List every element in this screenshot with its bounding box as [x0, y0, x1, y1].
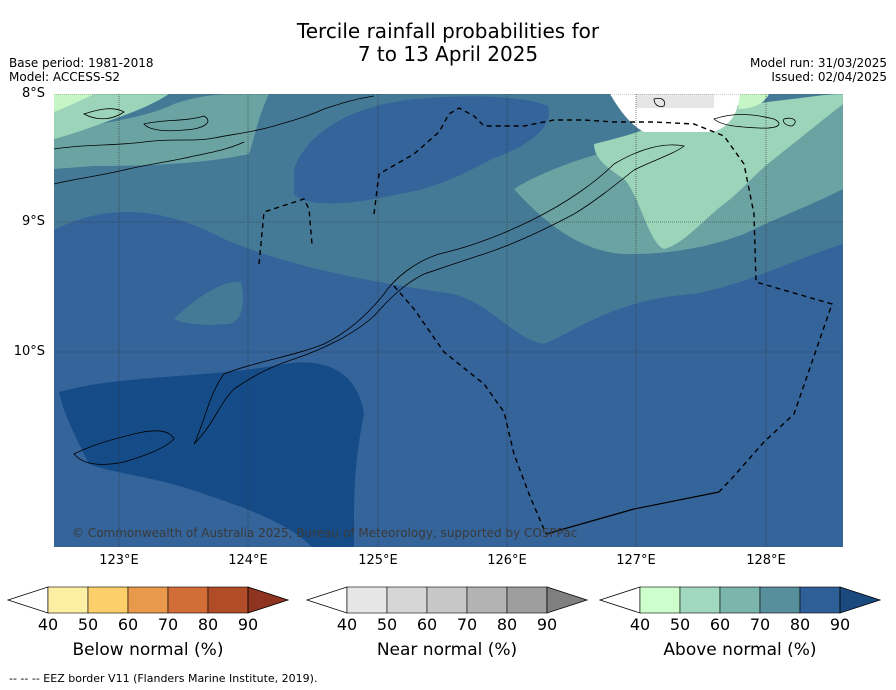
meta-left: Base period: 1981-2018 Model: ACCESS-S2	[9, 56, 154, 84]
map-panel: © Commonwealth of Australia 2025, Bureau…	[54, 94, 843, 547]
probability-map: © Commonwealth of Australia 2025, Bureau…	[54, 94, 843, 547]
colorbar-tick-label: 50	[77, 615, 99, 634]
colorbar-segment	[719, 586, 761, 614]
title-line-2: 7 to 13 April 2025	[357, 42, 539, 66]
colorbar-extend-low	[598, 586, 641, 614]
colorbar-extend-high	[839, 586, 882, 614]
colorbar-tick-label: 80	[197, 615, 219, 634]
lat-label-10s: 10°S	[13, 344, 45, 359]
island-west-4	[143, 115, 209, 132]
colorbar-tick-label: 90	[829, 615, 851, 634]
lat-label-8s: 8°S	[21, 86, 45, 101]
colorbar-below-normal	[6, 586, 290, 614]
colorbar-tick-label: 60	[117, 615, 139, 634]
colorbar-tick-label: 90	[237, 615, 259, 634]
island-northeast-3	[783, 117, 796, 127]
colorbar-segment	[127, 586, 169, 614]
colorbar-tick-label: 80	[496, 615, 518, 634]
colorbar-tick-label: 50	[669, 615, 691, 634]
colorbar-segment	[167, 586, 209, 614]
colorbar-tick-label: 40	[37, 615, 59, 634]
colorbar-tick-label: 90	[536, 615, 558, 634]
lon-label-126e: 126°E	[487, 553, 527, 568]
chart-title: Tercile rainfall probabilities for 7 to …	[0, 20, 896, 66]
colorbar-segment	[679, 586, 721, 614]
band-60-70	[54, 94, 269, 169]
colorbar-tick-label: 80	[789, 615, 811, 634]
colorbar-extend-high	[546, 586, 589, 614]
colorbar-tick-label: 70	[157, 615, 179, 634]
colorbar-extend-low	[305, 586, 348, 614]
colorbar-segment	[346, 586, 388, 614]
timor-coastline	[193, 144, 685, 445]
colorbar-segment	[47, 586, 89, 614]
island-southwest	[73, 430, 175, 465]
colorbar-above-normal	[598, 586, 882, 614]
colorbar-title-above: Above normal (%)	[663, 640, 817, 660]
colorbar-tick-label: 70	[456, 615, 478, 634]
colorbar-tick-label: 60	[709, 615, 731, 634]
model-text: Model: ACCESS-S2	[9, 70, 121, 84]
colorbar-segment	[386, 586, 428, 614]
gridlines	[54, 94, 843, 547]
title-line-1: Tercile rainfall probabilities for	[296, 19, 600, 43]
lon-label-124e: 124°E	[228, 553, 268, 568]
island-northeast-2	[653, 98, 665, 107]
colorbars	[6, 586, 882, 614]
lon-label-127e: 127°E	[616, 553, 656, 568]
colorbar-tick-label: 50	[376, 615, 398, 634]
island-west-3	[82, 108, 125, 120]
colorbar-segment	[466, 586, 508, 614]
colorbar-extend-low	[6, 586, 49, 614]
colorbar-segment	[207, 586, 249, 614]
colorbar-extend-high	[247, 586, 290, 614]
band-80-90-north	[294, 96, 550, 204]
issued-text: Issued: 02/04/2025	[771, 70, 887, 84]
colorbar-near-normal	[305, 586, 589, 614]
lon-label-125e: 125°E	[358, 553, 398, 568]
colorbar-tick-label: 60	[416, 615, 438, 634]
colorbar-title-below: Below normal (%)	[72, 640, 224, 660]
colorbar-segment	[87, 586, 129, 614]
model-run-text: Model run: 31/03/2025	[749, 56, 887, 70]
band-40-50-nw	[54, 94, 94, 112]
near-normal-patch-grey	[636, 94, 714, 108]
band-40-50-ne	[734, 94, 769, 109]
coastlines	[54, 95, 796, 465]
eez-footnote: -- -- -- EEZ border V11 (Flanders Marine…	[9, 672, 318, 685]
colorbar-segment	[426, 586, 468, 614]
colorbar-segment	[639, 586, 681, 614]
lon-label-123e: 123°E	[99, 553, 139, 568]
colorbar-tick-label: 40	[629, 615, 651, 634]
island-west-2	[54, 141, 245, 185]
lat-label-9s: 9°S	[21, 214, 45, 229]
band-50-60-east	[594, 94, 843, 249]
colorbar-segment	[759, 586, 801, 614]
island-west-1	[54, 95, 375, 150]
band-50-60-west	[54, 94, 169, 139]
band-70-80-small	[174, 281, 243, 325]
base-period-text: Base period: 1981-2018	[9, 56, 154, 70]
lon-label-128e: 128°E	[746, 553, 786, 568]
meta-right: Model run: 31/03/2025 Issued: 02/04/2025	[750, 56, 887, 84]
island-northeast-1	[713, 114, 780, 129]
colorbar-tick-label: 70	[749, 615, 771, 634]
map-copyright: © Commonwealth of Australia 2025, Bureau…	[72, 526, 577, 540]
colorbar-title-near: Near normal (%)	[376, 640, 518, 660]
colorbar-segment	[799, 586, 841, 614]
colorbar-tick-label: 40	[336, 615, 358, 634]
colorbar-segment	[506, 586, 548, 614]
eez-border	[258, 107, 833, 535]
eez-border-solid	[545, 491, 720, 535]
band-90-core	[59, 362, 364, 547]
